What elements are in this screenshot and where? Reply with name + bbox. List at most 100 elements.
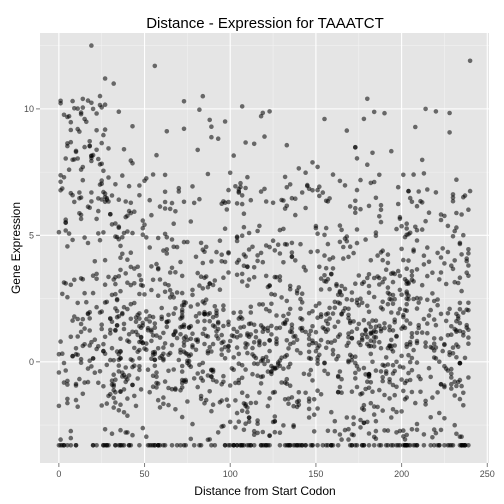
data-point bbox=[420, 158, 425, 163]
data-point bbox=[79, 330, 84, 335]
data-point bbox=[422, 171, 427, 176]
data-point bbox=[81, 277, 86, 282]
data-point bbox=[219, 398, 224, 403]
data-point bbox=[442, 261, 447, 266]
data-point bbox=[281, 198, 286, 203]
data-point bbox=[446, 368, 451, 373]
data-point bbox=[350, 389, 355, 394]
data-point bbox=[353, 206, 358, 211]
data-point bbox=[463, 356, 468, 361]
data-point bbox=[458, 361, 463, 366]
data-point bbox=[89, 159, 94, 164]
data-point bbox=[57, 352, 62, 357]
data-point bbox=[425, 245, 430, 250]
data-point bbox=[358, 392, 363, 397]
data-point bbox=[87, 139, 92, 144]
data-point bbox=[466, 327, 471, 332]
data-point bbox=[163, 173, 168, 178]
data-point bbox=[219, 347, 224, 352]
data-point bbox=[350, 329, 355, 334]
data-point bbox=[404, 221, 409, 226]
data-point bbox=[422, 432, 427, 437]
data-point bbox=[209, 368, 214, 373]
data-point bbox=[269, 292, 274, 297]
data-point bbox=[403, 397, 408, 402]
data-point bbox=[221, 308, 226, 313]
data-point bbox=[201, 299, 206, 304]
data-point bbox=[399, 224, 404, 229]
data-point bbox=[192, 443, 197, 448]
data-point bbox=[377, 276, 382, 281]
data-point bbox=[398, 288, 403, 293]
data-point bbox=[226, 250, 231, 255]
data-point bbox=[350, 336, 355, 341]
data-point bbox=[243, 140, 248, 145]
data-point bbox=[271, 238, 276, 243]
data-point bbox=[139, 278, 144, 283]
data-point bbox=[216, 336, 221, 341]
data-point bbox=[201, 261, 206, 266]
data-point bbox=[118, 268, 123, 273]
data-point bbox=[192, 201, 197, 206]
data-point bbox=[161, 402, 166, 407]
data-point bbox=[190, 293, 195, 298]
data-point bbox=[259, 375, 264, 380]
data-point bbox=[106, 146, 111, 151]
data-point bbox=[454, 177, 459, 182]
data-point bbox=[351, 251, 356, 256]
data-point bbox=[161, 357, 166, 362]
data-point bbox=[298, 307, 303, 312]
data-point bbox=[65, 401, 70, 406]
data-point bbox=[82, 235, 87, 240]
data-point bbox=[87, 328, 92, 333]
data-point bbox=[96, 231, 101, 236]
data-point bbox=[81, 97, 86, 102]
data-point bbox=[440, 349, 445, 354]
data-point bbox=[384, 371, 389, 376]
data-point bbox=[240, 233, 245, 238]
data-point bbox=[63, 368, 68, 373]
data-point bbox=[422, 317, 427, 322]
data-point bbox=[404, 433, 409, 438]
data-point bbox=[365, 420, 370, 425]
data-point bbox=[389, 415, 394, 420]
data-point bbox=[110, 346, 115, 351]
data-point bbox=[404, 379, 409, 384]
data-point bbox=[183, 334, 188, 339]
data-point bbox=[120, 252, 125, 257]
data-point bbox=[173, 407, 178, 412]
data-point bbox=[91, 356, 96, 361]
data-point bbox=[98, 369, 103, 374]
data-point bbox=[422, 253, 427, 258]
data-point bbox=[243, 186, 248, 191]
data-point bbox=[171, 295, 176, 300]
data-point bbox=[211, 342, 216, 347]
data-point bbox=[151, 278, 156, 283]
data-point bbox=[238, 315, 243, 320]
data-point bbox=[370, 360, 375, 365]
data-point bbox=[310, 338, 315, 343]
data-point bbox=[410, 273, 415, 278]
data-point bbox=[392, 343, 397, 348]
data-point bbox=[58, 437, 63, 442]
data-point bbox=[303, 170, 308, 175]
data-point bbox=[154, 370, 159, 375]
data-point bbox=[312, 412, 317, 417]
data-point bbox=[283, 443, 288, 448]
data-point bbox=[79, 213, 84, 218]
data-point bbox=[147, 314, 152, 319]
data-point bbox=[345, 415, 350, 420]
data-point bbox=[93, 370, 98, 375]
data-point bbox=[226, 270, 231, 275]
data-point bbox=[139, 283, 144, 288]
data-point bbox=[96, 157, 101, 162]
data-point bbox=[432, 348, 437, 353]
data-point bbox=[226, 200, 231, 205]
data-point bbox=[103, 282, 108, 287]
data-point bbox=[82, 380, 87, 385]
data-point bbox=[406, 189, 411, 194]
data-point bbox=[345, 234, 350, 239]
data-point bbox=[171, 221, 176, 226]
data-point bbox=[57, 404, 62, 409]
data-point bbox=[137, 273, 142, 278]
